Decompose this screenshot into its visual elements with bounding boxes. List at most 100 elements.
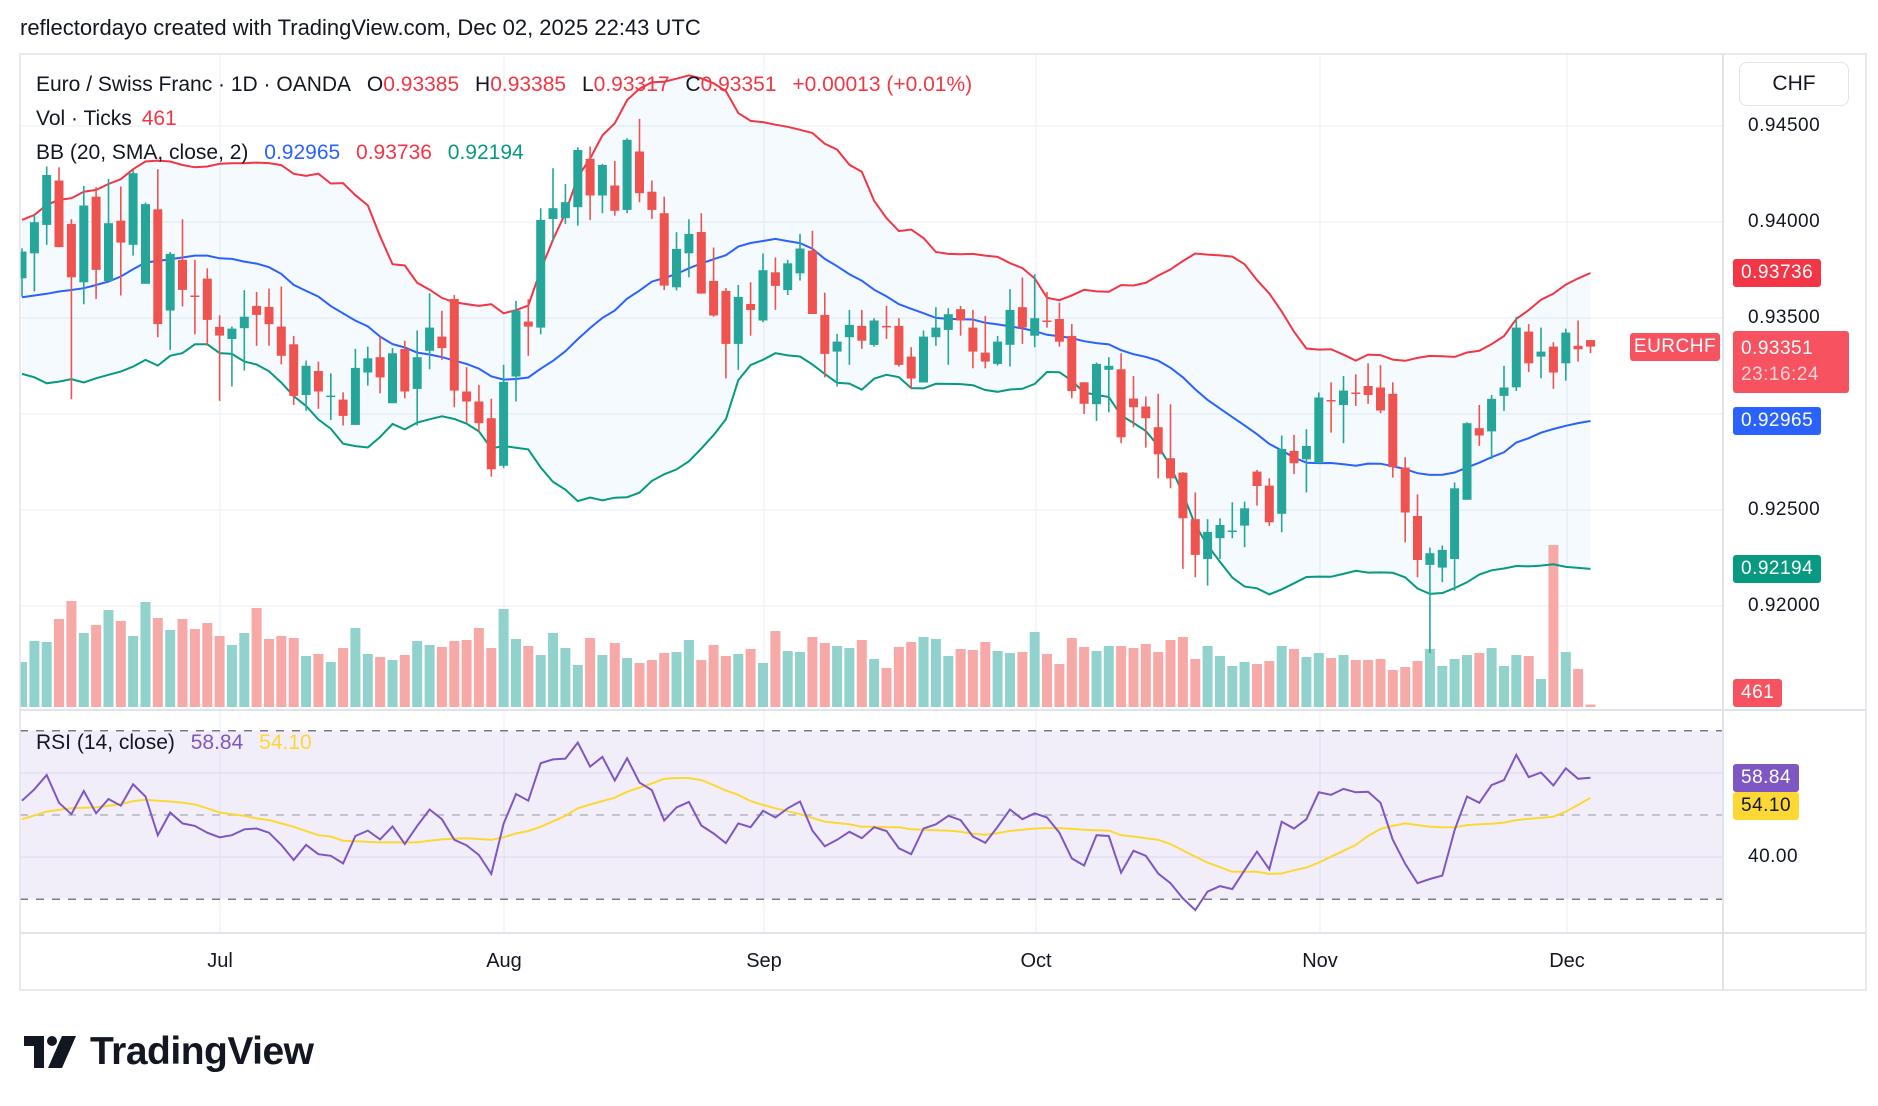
candle	[1005, 289, 1015, 367]
bollinger-band-fill	[22, 75, 1591, 595]
candle-body	[215, 326, 225, 336]
candle	[499, 364, 509, 469]
bollinger-fill	[22, 75, 1591, 595]
candle-body	[1487, 398, 1497, 432]
candle-body	[1079, 382, 1089, 404]
symbol-tag: EURCHF	[1630, 332, 1720, 361]
high-value: 0.93385	[490, 73, 567, 96]
candle-body	[1462, 423, 1472, 500]
candle-body	[1524, 331, 1534, 364]
bb-basis-line	[21, 237, 1591, 476]
candle-body	[190, 295, 200, 297]
candle-body	[1277, 448, 1287, 514]
candle-body	[499, 381, 509, 466]
volume-bar	[202, 623, 213, 707]
candle	[684, 219, 694, 278]
rsi-line	[21, 740, 1591, 912]
change-value: +0.00013 (+0.01%)	[792, 73, 973, 96]
candle	[807, 230, 817, 314]
candle	[770, 257, 780, 310]
volume-bar	[844, 648, 855, 707]
volume-bar	[226, 645, 237, 707]
volume-bar	[869, 659, 880, 707]
candle	[635, 118, 644, 203]
volume-bar	[214, 636, 225, 707]
price-tick-label: 0.92500	[1748, 499, 1821, 520]
candle	[1376, 365, 1385, 414]
volume-bar	[91, 625, 102, 707]
candle	[857, 309, 867, 349]
close-label: C	[685, 73, 701, 96]
candle-body	[1264, 485, 1274, 523]
tradingview-logo-text: TradingView	[90, 1030, 314, 1073]
time-axis-label-nov: Nov	[1302, 950, 1338, 972]
candle	[894, 318, 904, 367]
tradingview-logo[interactable]: TradingView	[24, 1030, 314, 1074]
volume-bar	[1560, 652, 1571, 707]
candle-body	[449, 299, 459, 391]
bb-legend[interactable]: BB (20, SMA, close, 2) 0.92965 0.93736 0…	[36, 140, 524, 166]
candle	[1388, 382, 1398, 478]
candle	[1017, 277, 1027, 344]
volume-bar	[1474, 653, 1485, 707]
volume-bar	[115, 621, 126, 707]
candle	[104, 179, 113, 281]
rsi-pane[interactable]	[20, 730, 1723, 912]
volume-bar	[29, 641, 40, 707]
volume-bar	[1375, 659, 1386, 707]
candle-body	[993, 341, 1003, 364]
candle	[919, 330, 928, 383]
symbol-name[interactable]: Euro / Swiss Franc · 1D · OANDA	[36, 73, 352, 96]
volume-bar	[893, 647, 904, 707]
candle-body	[906, 356, 916, 379]
candle-body	[1413, 516, 1422, 560]
rsi-label[interactable]: RSI (14, close)	[36, 731, 175, 754]
candle-body	[1166, 458, 1175, 479]
volume-bar	[832, 646, 843, 707]
candle-body	[412, 357, 422, 389]
rsi-legend[interactable]: RSI (14, close) 58.84 54.10	[36, 730, 312, 756]
candle-body	[832, 341, 842, 352]
volume-legend[interactable]: Vol · Ticks 461	[36, 106, 177, 132]
price-pane[interactable]	[17, 74, 1596, 707]
candle-body	[1437, 549, 1447, 568]
volume-bar	[1239, 662, 1250, 707]
time-axis-label-sep: Sep	[746, 950, 782, 972]
rsi-value: 58.84	[190, 731, 244, 754]
candle-body	[202, 278, 212, 320]
candle-body	[301, 365, 311, 395]
volume-bar	[313, 654, 324, 707]
volume-bar	[967, 650, 978, 707]
candle	[301, 360, 311, 411]
candle	[672, 232, 681, 291]
candle	[1116, 353, 1126, 444]
volume-bar	[498, 609, 509, 707]
candle	[1153, 393, 1163, 479]
candle-body	[1252, 471, 1262, 486]
candle	[1264, 478, 1274, 526]
candle-body	[1511, 327, 1521, 388]
volume-bar	[1029, 632, 1040, 707]
currency-button[interactable]: CHF	[1739, 62, 1849, 106]
candle	[659, 196, 669, 290]
candle	[585, 146, 595, 220]
bb-basis-price-label: 0.92965	[1733, 406, 1822, 435]
candle	[573, 147, 583, 226]
bollinger-lines	[21, 74, 1591, 596]
volume-bar	[795, 652, 805, 707]
volume-bar	[424, 645, 435, 707]
candle-body	[931, 327, 941, 338]
volume-bar	[461, 640, 472, 707]
volume-value: 461	[141, 107, 177, 130]
symbol-legend[interactable]: Euro / Swiss Franc · 1D · OANDA O0.93385…	[36, 72, 972, 98]
candle-body	[511, 310, 521, 377]
volume-bar	[362, 654, 373, 707]
volume-bar	[1252, 664, 1262, 707]
volume-bar	[350, 628, 361, 707]
candle-body	[1017, 307, 1027, 328]
bb-label[interactable]: BB (20, SMA, close, 2)	[36, 141, 249, 164]
volume-label[interactable]: Vol · Ticks	[36, 107, 132, 130]
candle	[1079, 382, 1089, 414]
volume-bar	[140, 602, 151, 707]
